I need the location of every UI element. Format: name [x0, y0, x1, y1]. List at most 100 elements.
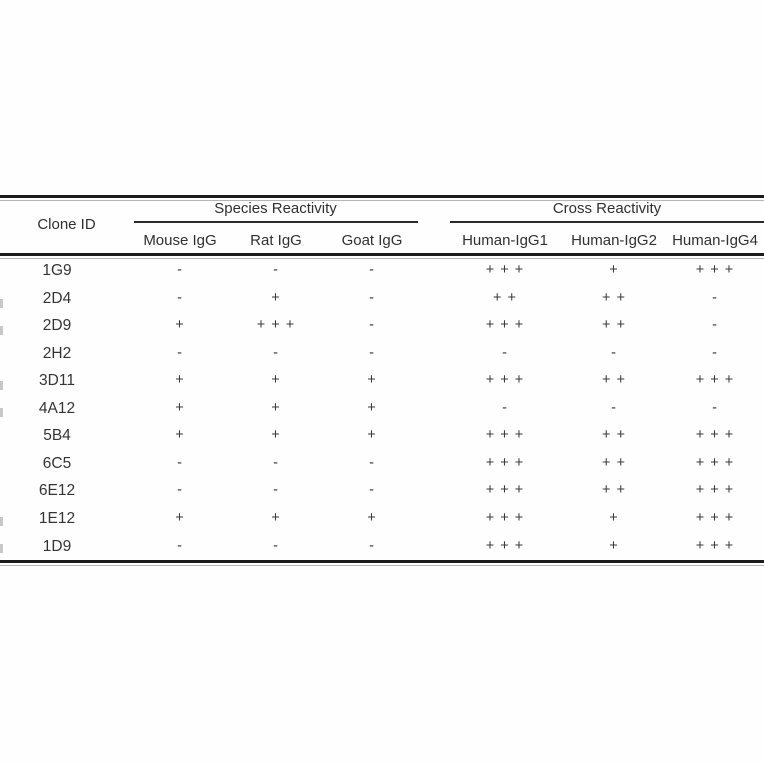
goat-igg-cell: +: [367, 399, 377, 416]
rat-igg-cell: +: [271, 427, 281, 444]
human-igg2-cell: + +: [602, 482, 626, 499]
table-rule-bottom: [0, 560, 764, 563]
goat-igg-cell: -: [369, 262, 375, 278]
goat-igg-cell: -: [369, 317, 375, 334]
human-igg1-cell: + + +: [485, 372, 525, 389]
mouse-igg-cell: -: [177, 344, 183, 361]
human-igg4-cell: -: [712, 317, 718, 334]
clone-id-cell: 2D9: [42, 317, 72, 335]
col-header-goat-igg: Goat IgG: [341, 232, 403, 249]
human-igg4-cell: -: [712, 399, 718, 416]
rat-igg-cell: +: [271, 372, 281, 389]
human-igg4-cell: -: [712, 289, 718, 306]
rat-igg-cell: -: [273, 344, 279, 361]
human-igg4-cell: + + +: [695, 372, 735, 389]
scan-artifact: [0, 299, 3, 308]
clone-id-cell: 5B4: [43, 427, 71, 445]
human-igg4-cell: + + +: [695, 454, 735, 471]
goat-igg-cell: -: [369, 482, 375, 499]
mouse-igg-cell: +: [175, 427, 185, 444]
goat-igg-cell: -: [369, 344, 375, 361]
human-igg1-cell: + + +: [485, 317, 525, 334]
table-rule-top: [0, 195, 764, 198]
human-igg4-cell: + + +: [695, 427, 735, 444]
rat-igg-cell: -: [273, 537, 279, 554]
rat-igg-cell: -: [273, 482, 279, 499]
col-header-human-igg1: Human-IgG1: [462, 232, 548, 249]
human-igg1-cell: -: [502, 399, 508, 416]
scan-artifact: [0, 517, 3, 526]
table-row: 1G9 - - - + + + + + + +: [0, 257, 764, 285]
human-igg2-cell: +: [609, 537, 619, 554]
rat-igg-cell: +: [271, 399, 281, 416]
table-rule-mid-ghost: [0, 258, 764, 259]
scan-artifact: [0, 408, 3, 417]
mouse-igg-cell: -: [177, 289, 183, 306]
clone-id-cell: 1D9: [42, 537, 72, 555]
human-igg2-cell: +: [609, 509, 619, 526]
table-row: 6C5 - - - + + + + + + + +: [0, 450, 764, 478]
human-igg2-cell: + +: [602, 317, 626, 334]
clone-id-cell: 6E12: [38, 482, 76, 500]
human-igg2-cell: +: [609, 262, 619, 278]
group-header-cross-reactivity: Cross Reactivity: [552, 200, 662, 217]
human-igg1-cell: -: [502, 344, 508, 361]
human-igg1-cell: + + +: [485, 537, 525, 554]
table-row: 2H2 - - - - - -: [0, 340, 764, 368]
scan-artifact: [0, 544, 3, 553]
col-header-rat-igg: Rat IgG: [250, 232, 302, 249]
table-row: 1D9 - - - + + + + + + +: [0, 533, 764, 561]
human-igg4-cell: + + +: [695, 509, 735, 526]
human-igg2-cell: -: [611, 344, 617, 361]
human-igg1-cell: + +: [493, 289, 517, 306]
cross-spanner-rule: [450, 221, 764, 223]
table-rule-mid: [0, 253, 764, 256]
mouse-igg-cell: -: [177, 262, 183, 278]
human-igg4-cell: + + +: [695, 537, 735, 554]
table-row: 2D9 + + + + - + + + + + -: [0, 312, 764, 340]
group-header-species-reactivity: Species Reactivity: [214, 200, 337, 217]
human-igg4-cell: + + +: [695, 482, 735, 499]
table-row: 5B4 + + + + + + + + + + +: [0, 422, 764, 450]
human-igg2-cell: + +: [602, 372, 626, 389]
human-igg4-cell: + + +: [695, 262, 735, 278]
human-igg1-cell: + + +: [485, 427, 525, 444]
mouse-igg-cell: -: [177, 537, 183, 554]
table-row: 1E12 + + + + + + + + + +: [0, 505, 764, 533]
scan-artifact: [0, 326, 3, 335]
human-igg4-cell: -: [712, 344, 718, 361]
rat-igg-cell: + + +: [256, 317, 296, 334]
col-header-mouse-igg: Mouse IgG: [143, 232, 217, 249]
goat-igg-cell: -: [369, 537, 375, 554]
mouse-igg-cell: -: [177, 482, 183, 499]
table-row: 2D4 - + - + + + + -: [0, 285, 764, 313]
mouse-igg-cell: -: [177, 454, 183, 471]
scan-artifact: [0, 381, 3, 390]
human-igg2-cell: + +: [602, 289, 626, 306]
rat-igg-cell: -: [273, 454, 279, 471]
rat-igg-cell: +: [271, 289, 281, 306]
mouse-igg-cell: +: [175, 372, 185, 389]
table-rule-top-ghost: [0, 200, 764, 201]
goat-igg-cell: +: [367, 427, 377, 444]
table-row: 6E12 - - - + + + + + + + +: [0, 477, 764, 505]
goat-igg-cell: -: [369, 289, 375, 306]
species-spanner-rule: [134, 221, 418, 223]
clone-id-cell: 3D11: [39, 372, 75, 390]
rat-igg-cell: +: [271, 509, 281, 526]
human-igg2-cell: + +: [602, 427, 626, 444]
col-header-human-igg4: Human-IgG4: [672, 232, 758, 249]
goat-igg-cell: +: [367, 509, 377, 526]
human-igg2-cell: -: [611, 399, 617, 416]
human-igg1-cell: + + +: [485, 482, 525, 499]
goat-igg-cell: +: [367, 372, 377, 389]
col-header-human-igg2: Human-IgG2: [571, 232, 657, 249]
table-rule-bottom-ghost: [0, 565, 764, 566]
human-igg2-cell: + +: [602, 454, 626, 471]
human-igg1-cell: + + +: [485, 262, 525, 278]
table-row: 4A12 + + + - - -: [0, 395, 764, 423]
clone-id-cell: 1E12: [38, 509, 76, 527]
clone-id-cell: 2H2: [42, 344, 72, 362]
human-igg1-cell: + + +: [485, 454, 525, 471]
